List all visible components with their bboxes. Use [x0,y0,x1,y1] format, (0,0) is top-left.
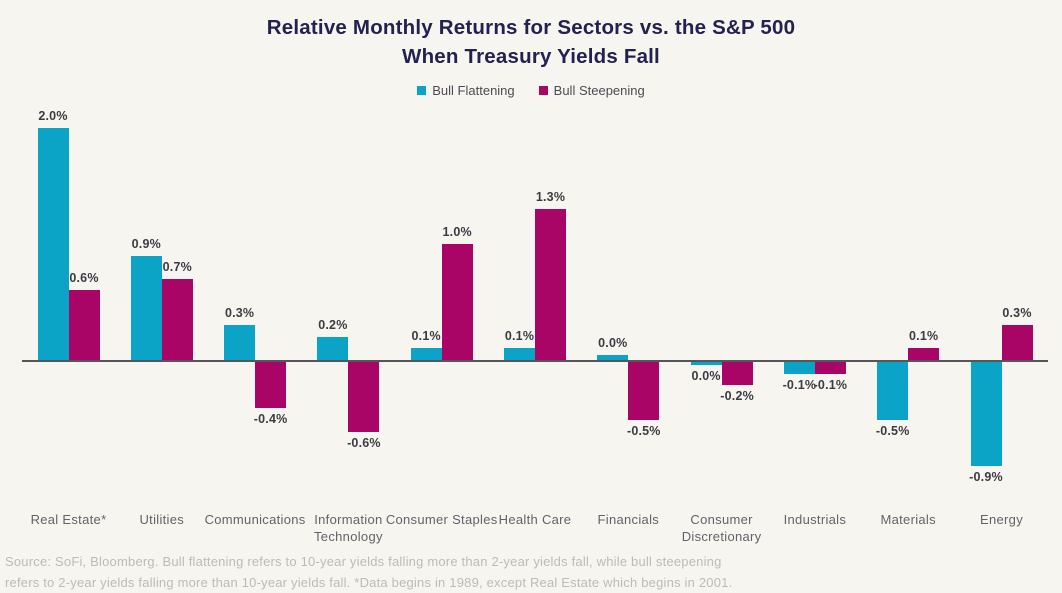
value-label-bull-flattening-industrials: -0.1% [782,378,817,392]
bar-bull-steepening-communications [255,362,287,408]
chart-title-line2: When Treasury Yields Fall [402,45,660,68]
value-label-bull-steepening-consumer-staples: 1.0% [442,225,472,239]
value-label-bull-flattening-consumer-discretionary: 0.0% [691,369,721,383]
bar-bull-flattening-consumer-discretionary [690,362,722,365]
category-label-utilities: Utilities [139,512,185,527]
bar-bull-flattening-utilities [130,256,162,360]
legend-swatch-bull-flattening-icon [417,86,427,95]
legend-label-bull-flattening: Bull Flattening [432,83,515,98]
x-axis-zero-line [22,360,1048,362]
category-label-communications: Communications [204,512,306,527]
category-label-materials: Materials [880,512,936,527]
legend-item-bull-flattening: Bull Flattening [417,83,515,98]
bar-bull-flattening-consumer-staples [410,348,442,360]
chart-title-line1: Relative Monthly Returns for Sectors vs.… [266,16,796,39]
category-label-information-technology: Information Technology [314,512,383,544]
value-label-bull-flattening-utilities: 0.9% [131,237,161,251]
category-label-financials: Financials [597,512,660,527]
bar-bull-steepening-consumer-staples [441,244,473,360]
legend-swatch-bull-steepening-icon [538,86,548,95]
bar-bull-steepening-industrials [814,362,846,374]
value-label-bull-flattening-energy: -0.9% [969,470,1003,484]
bar-bull-flattening-financials [597,355,629,360]
bar-bull-flattening-communications [224,325,256,360]
value-label-bull-flattening-information-technology: 0.2% [318,318,348,332]
bar-bull-steepening-information-technology [348,362,380,432]
value-label-bull-steepening-utilities: 0.7% [162,260,192,274]
value-label-bull-steepening-information-technology: -0.6% [347,436,381,450]
value-label-bull-steepening-real-estate: 0.6% [69,271,99,285]
bar-bull-steepening-health-care [535,209,566,360]
value-label-bull-steepening-industrials: -0.1% [813,378,848,392]
value-label-bull-steepening-financials: -0.5% [626,424,661,438]
bar-bull-flattening-real-estate [37,128,69,360]
legend-item-bull-steepening: Bull Steepening [538,83,645,98]
value-label-bull-flattening-real-estate: 2.0% [38,109,68,123]
category-label-consumer-staples: Consumer Staples [385,512,498,527]
bar-bull-steepening-financials [628,362,660,420]
bar-bull-flattening-energy [970,362,1002,466]
bar-bull-steepening-utilities [161,279,193,360]
bar-bull-flattening-materials [877,362,909,420]
value-label-bull-steepening-communications: -0.4% [253,412,288,426]
value-label-bull-steepening-energy: 0.3% [1002,306,1032,320]
chart-title: Relative Monthly Returns for Sectors vs.… [0,0,1062,71]
bar-bull-flattening-health-care [504,348,535,360]
bar-bull-steepening-real-estate [68,290,100,360]
legend-label-bull-steepening: Bull Steepening [553,83,645,98]
value-label-bull-flattening-financials: 0.0% [598,336,628,350]
value-label-bull-flattening-health-care: 0.1% [504,329,535,343]
value-label-bull-flattening-materials: -0.5% [875,424,910,438]
value-label-bull-flattening-communications: 0.3% [224,306,255,320]
category-label-real-estate: Real Estate* [30,512,107,527]
source-note-line1: Source: SoFi, Bloomberg. Bull flattening… [5,554,722,569]
legend: Bull Flattening Bull Steepening [0,83,1062,98]
value-label-bull-steepening-health-care: 1.3% [535,190,566,204]
bar-bull-steepening-consumer-discretionary [721,362,753,385]
source-note: Source: SoFi, Bloomberg. Bull flattening… [5,551,732,593]
bar-bull-steepening-energy [1001,325,1033,360]
bar-bull-flattening-industrials [783,362,815,374]
bar-bull-steepening-materials [908,348,940,360]
value-label-bull-flattening-consumer-staples: 0.1% [411,329,441,343]
category-label-health-care: Health Care [498,512,572,527]
category-label-industrials: Industrials [783,512,847,527]
category-label-consumer-discretionary: Consumer Discretionary [681,512,762,544]
source-note-line2: refers to 2-year yields falling more tha… [5,575,733,590]
value-label-bull-steepening-consumer-discretionary: -0.2% [720,389,754,403]
value-label-bull-steepening-materials: 0.1% [909,329,939,343]
category-label-energy: Energy [980,512,1023,527]
bar-bull-flattening-information-technology [317,337,349,360]
